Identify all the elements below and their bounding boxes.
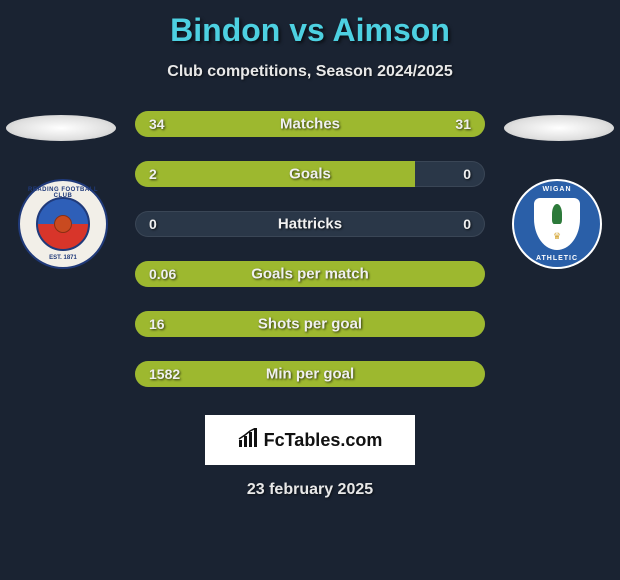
chart-icon: [238, 428, 260, 454]
stat-row: 16 Shots per goal: [135, 311, 485, 337]
reading-badge: READING FOOTBALL CLUB EST. 1871: [18, 179, 108, 269]
stat-value-left: 0: [149, 216, 157, 232]
stat-label: Hattricks: [278, 216, 342, 233]
page-subtitle: Club competitions, Season 2024/2025: [167, 63, 452, 81]
stats-column: 34 Matches 31 2 Goals 0 0 Hattricks 0 0.06 Goals p…: [135, 111, 485, 387]
stat-row: 2 Goals 0: [135, 161, 485, 187]
stat-row: 34 Matches 31: [135, 111, 485, 137]
stat-row: 0.06 Goals per match: [135, 261, 485, 287]
stat-value-right: 0: [463, 166, 471, 182]
club-badge-right: WIGAN ♛ ATHLETIC: [512, 179, 602, 269]
club-badge-left: READING FOOTBALL CLUB EST. 1871: [18, 179, 108, 269]
reading-ring-bottom: EST. 1871: [20, 255, 106, 261]
footer-date: 23 february 2025: [247, 481, 373, 499]
stat-bar-left: [135, 161, 415, 187]
wigan-shield: ♛: [534, 198, 580, 250]
stat-row: 1582 Min per goal: [135, 361, 485, 387]
comparison-body: READING FOOTBALL CLUB EST. 1871 WIGAN ♛ …: [0, 111, 620, 387]
stat-label: Goals per match: [251, 266, 369, 283]
brand-text: FcTables.com: [264, 430, 383, 451]
stat-label: Matches: [280, 116, 340, 133]
stat-label: Min per goal: [266, 366, 354, 383]
stat-value-left: 0.06: [149, 266, 176, 282]
wigan-ring-bottom: ATHLETIC: [514, 255, 600, 262]
brand-box[interactable]: FcTables.com: [205, 415, 415, 465]
football-icon: [54, 215, 72, 233]
stat-label: Shots per goal: [258, 316, 362, 333]
stat-row: 0 Hattricks 0: [135, 211, 485, 237]
wigan-badge: WIGAN ♛ ATHLETIC: [512, 179, 602, 269]
page-title: Bindon vs Aimson: [170, 12, 450, 49]
stat-value-left: 16: [149, 316, 165, 332]
stat-value-left: 2: [149, 166, 157, 182]
player-left-photo-slot: [6, 115, 116, 141]
comparison-card: Bindon vs Aimson Club competitions, Seas…: [0, 0, 620, 499]
player-right-photo-slot: [504, 115, 614, 141]
reading-inner-disc: [36, 197, 90, 251]
stat-value-left: 34: [149, 116, 165, 132]
stat-value-left: 1582: [149, 366, 180, 382]
crown-icon: ♛: [553, 231, 561, 242]
tree-icon: [552, 204, 562, 224]
stat-value-right: 0: [463, 216, 471, 232]
stat-label: Goals: [289, 166, 331, 183]
wigan-ring-top: WIGAN: [514, 186, 600, 193]
stat-value-right: 31: [455, 116, 471, 132]
